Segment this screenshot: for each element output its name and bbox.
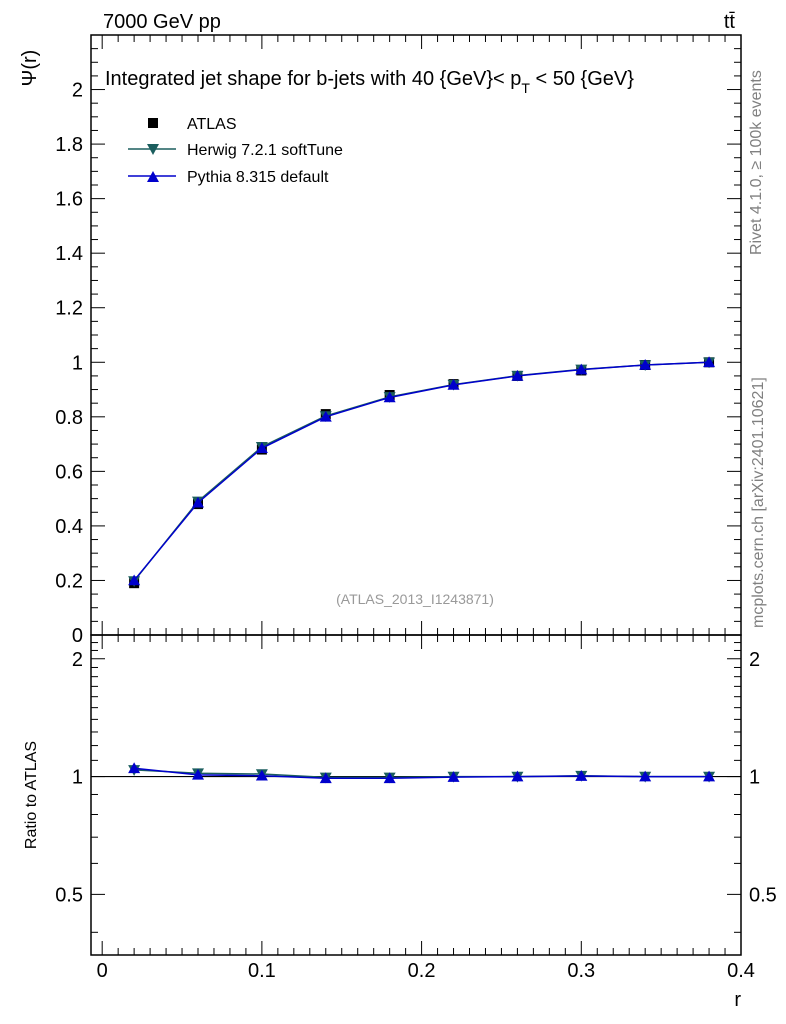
ratio-tick-labels: 0.5 0.5 1 1 2 2 0 0.1 0.2 0.3 0.4 [55,649,777,982]
main-pythia-point [447,378,460,390]
main-pythia-point [192,496,205,508]
main-pythia-point [575,363,588,375]
ratio-pythia-point [511,770,524,782]
ratio-pythia-point [192,768,205,780]
ratio-pythia-point [575,770,588,781]
ratio-pythia-point [255,769,268,781]
legend-marker-atlas [148,118,158,128]
ratio-ytick-label-right: 0.5 [749,884,777,906]
ratio-pythia-point [447,771,460,782]
ratio-ytick-label-left: 1 [72,767,83,789]
main-pythia-point [639,359,652,370]
legend-label-herwig: Herwig 7.2.1 softTune [187,142,343,159]
ratio-pythia-line [134,767,710,780]
ratio-pythia-point [703,770,716,782]
ratio-pythia-point [383,772,396,784]
process-label: tt̄ [724,11,736,33]
mcplots-label: mcplots.cern.ch [arXiv:2401.10621] [750,377,767,628]
main-ytick-label: 1.2 [55,298,83,320]
title-prefix: Integrated jet shape for b-jets with 40 … [105,68,521,90]
energy-label: 7000 GeV pp [103,11,221,33]
ratio-ytick-label-left: 2 [72,649,83,671]
legend-label-atlas: ATLAS [187,116,237,133]
ratio-frame [90,634,742,956]
ratio-panel: 0.5 0.5 1 1 2 2 0 0.1 0.2 0.3 0.4 Ratio to ATLAS r [23,634,777,1011]
main-pythia-point [319,410,332,422]
ratio-ytick-label-left: 0.5 [55,884,83,906]
main-ytick-label: 2 [72,80,83,102]
main-herwig-line [133,361,710,582]
main-pythia-point [255,442,268,453]
legend-marker-pythia [147,171,159,182]
ratio-ytick-label-right: 1 [749,767,760,789]
analysis-id: (ATLAS_2013_I1243871) [336,591,494,607]
legend-entry-pythia: Pythia 8.315 default [128,169,329,186]
legend: ATLAS Herwig 7.2.1 softTune Pythia 8.315… [128,116,343,186]
rivet-label: Rivet 4.1.0, ≥ 100k events [748,70,765,255]
xtick-label: 0.4 [727,960,755,982]
main-ytick-label: 0.6 [55,461,83,483]
main-ytick-label: 1.8 [55,134,83,156]
ratio-pythia-point [128,762,141,774]
main-axis-ticks [91,35,742,636]
title-subscript: T [521,80,530,96]
ratio-series [91,762,741,784]
title-suffix: < 50 {GeV} [530,68,634,90]
xtick-label: 0 [97,960,108,982]
ratio-axis-ticks [91,635,742,955]
main-pythia-line [133,361,710,581]
ratio-pythia-point [319,772,332,784]
xtick-label: 0.1 [248,960,276,982]
main-tick-labels: 0 0.2 0.4 0.6 0.8 1 1.2 1.4 1.6 1.8 2 [55,80,83,647]
main-ytick-label: 0.2 [55,570,83,592]
main-ytick-label: 0.4 [55,516,83,538]
main-panel: 0 0.2 0.4 0.6 0.8 1 1.2 1.4 1.6 1.8 2 Integrated j… [19,34,742,647]
main-pythia-point [511,369,524,381]
xtick-label: 0.3 [567,960,595,982]
ratio-ytick-label-right: 2 [749,649,760,671]
main-series [128,356,716,589]
legend-label-pythia: Pythia 8.315 default [187,169,329,186]
legend-marker-herwig [147,144,159,155]
legend-entry-atlas: ATLAS [148,116,237,133]
y-axis-label: Ψ(r) [19,50,41,87]
ratio-pythia-point [639,770,652,782]
main-pythia-point [128,574,141,586]
main-ytick-label: 1.4 [55,243,83,265]
ratio-y-axis-label: Ratio to ATLAS [23,741,40,849]
main-pythia-point [383,391,396,403]
legend-entry-herwig: Herwig 7.2.1 softTune [128,142,343,159]
xtick-label: 0.2 [408,960,436,982]
main-ytick-label: 1.6 [55,189,83,211]
main-pythia-point [703,356,716,368]
x-axis-label: r [734,989,741,1011]
main-ytick-label: 0 [72,625,83,647]
main-ytick-label: 0.8 [55,407,83,429]
chart-title: Integrated jet shape for b-jets with 40 … [105,68,634,96]
main-ytick-label: 1 [72,352,83,374]
